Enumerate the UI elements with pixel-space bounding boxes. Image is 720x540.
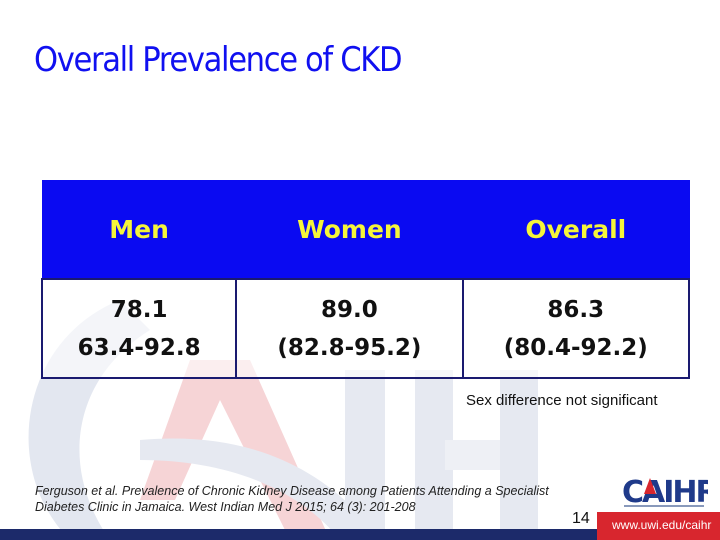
citation-line-2: Diabetes Clinic in Jamaica. West Indian … bbox=[35, 500, 416, 514]
header-men: Men bbox=[41, 180, 237, 280]
caihr-logo: CAIHR bbox=[622, 475, 708, 510]
cell-men: 78.1 63.4-92.8 bbox=[40, 278, 238, 379]
footer-red-panel bbox=[597, 512, 720, 540]
slide-title: Overall Prevalence of CKD bbox=[34, 40, 403, 80]
men-ci: 63.4-92.8 bbox=[77, 334, 201, 361]
footer-url-link[interactable]: www.uwi.edu/caihr bbox=[612, 518, 712, 532]
citation: Ferguson et al. Prevalence of Chronic Ki… bbox=[35, 483, 549, 515]
prevalence-table: Men Women Overall 78.1 63.4-92.8 89.0 (8… bbox=[40, 180, 691, 379]
overall-ci: (80.4-92.2) bbox=[503, 334, 648, 361]
overall-estimate: 86.3 bbox=[547, 296, 605, 323]
page-number: 14 bbox=[572, 510, 590, 527]
cell-overall: 86.3 (80.4-92.2) bbox=[461, 278, 691, 379]
header-overall: Overall bbox=[462, 180, 690, 280]
svg-text:CAIHR: CAIHR bbox=[622, 475, 708, 510]
sex-difference-note: Sex difference not significant bbox=[466, 392, 658, 409]
header-women: Women bbox=[235, 180, 464, 280]
citation-line-1: Ferguson et al. Prevalence of Chronic Ki… bbox=[35, 484, 549, 498]
men-estimate: 78.1 bbox=[110, 296, 168, 323]
women-ci: (82.8-95.2) bbox=[277, 334, 422, 361]
cell-women: 89.0 (82.8-95.2) bbox=[235, 278, 464, 379]
table-header-row: Men Women Overall bbox=[41, 180, 690, 280]
women-estimate: 89.0 bbox=[321, 296, 378, 323]
footer-bar bbox=[0, 529, 600, 540]
table-row: 78.1 63.4-92.8 89.0 (82.8-95.2) 86.3 (80… bbox=[40, 278, 691, 379]
